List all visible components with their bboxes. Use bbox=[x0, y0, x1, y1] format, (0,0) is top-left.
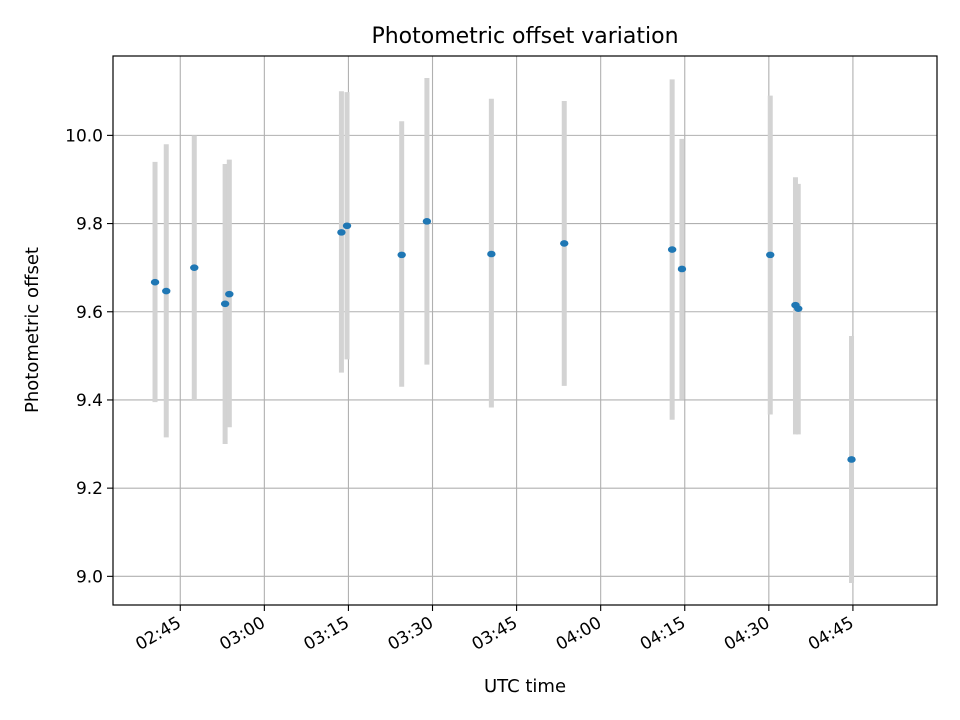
data-point bbox=[337, 229, 346, 236]
data-point bbox=[560, 240, 569, 247]
data-point bbox=[162, 287, 171, 295]
y-axis: 9.0 9.2 9.4 9.6 9.8 10.0 bbox=[65, 126, 113, 587]
x-axis-label: UTC time bbox=[484, 676, 566, 697]
data-point bbox=[225, 290, 234, 298]
chart-title: Photometric offset variation bbox=[371, 24, 678, 49]
data-point bbox=[422, 218, 432, 225]
y-tick-label: 9.2 bbox=[76, 479, 103, 499]
y-tick-label: 10.0 bbox=[65, 126, 103, 146]
data-point bbox=[794, 305, 803, 312]
y-tick-label: 9.0 bbox=[76, 567, 103, 587]
data-point bbox=[766, 251, 775, 259]
y-tick-label: 9.6 bbox=[76, 303, 103, 323]
plot-frame bbox=[112, 55, 938, 606]
data-point bbox=[677, 265, 687, 273]
y-axis-label: Photometric offset bbox=[22, 247, 43, 413]
data-points bbox=[150, 218, 856, 463]
data-point bbox=[220, 300, 230, 308]
data-point bbox=[190, 264, 199, 271]
data-point bbox=[847, 456, 856, 463]
data-point bbox=[487, 250, 496, 258]
data-point bbox=[667, 246, 677, 253]
data-point bbox=[150, 278, 160, 286]
y-tick-label: 9.4 bbox=[76, 391, 103, 411]
data-point bbox=[397, 251, 406, 259]
data-point bbox=[342, 222, 352, 230]
y-tick-label: 9.8 bbox=[76, 215, 103, 235]
